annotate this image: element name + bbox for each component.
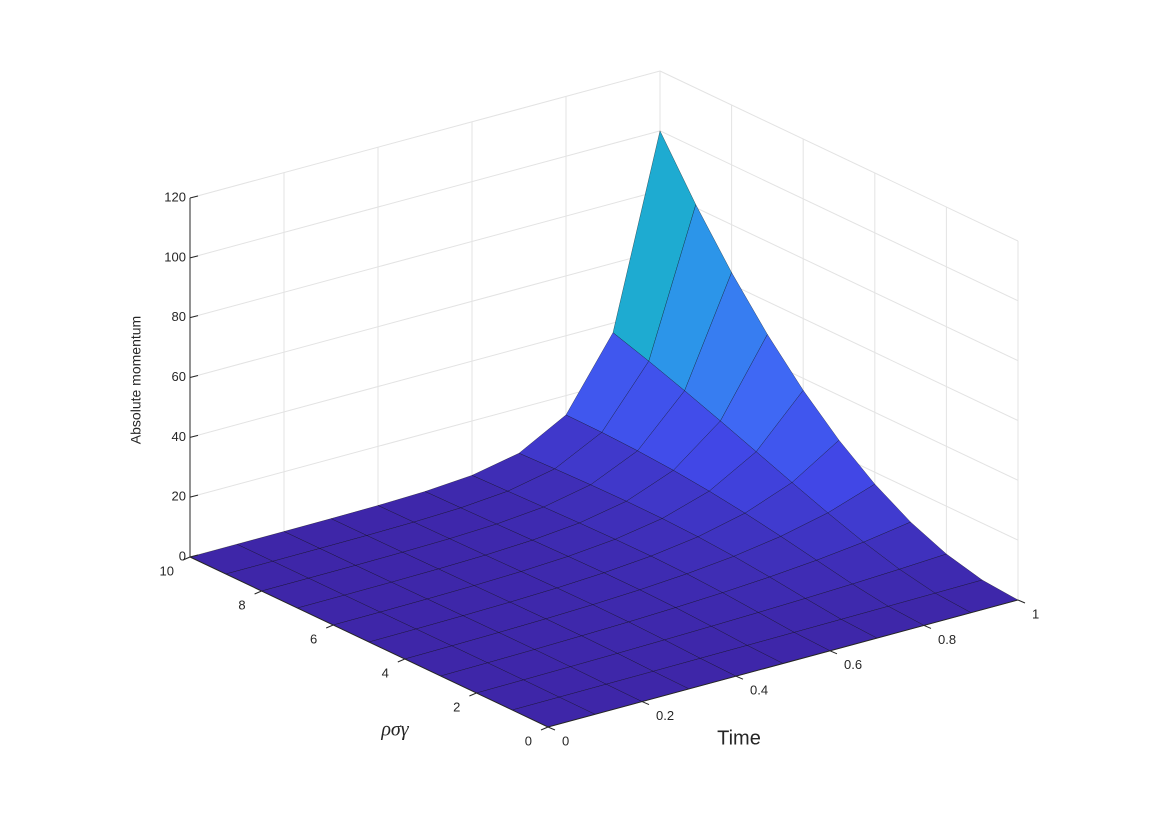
z-tick [189, 554, 199, 558]
x-tick [1017, 599, 1026, 604]
z-tick-label: 120 [164, 189, 186, 204]
grid-line [189, 190, 661, 319]
z-tick [189, 195, 199, 199]
y-tick-label: 2 [453, 699, 460, 714]
grid-line [659, 130, 1019, 302]
y-tick-label: 6 [310, 631, 317, 646]
z-tick-label: 100 [164, 249, 186, 264]
x-tick-label: 0.2 [656, 708, 674, 723]
y-tick-label: 10 [160, 563, 174, 578]
z-axis-label: Absolute momentum [128, 316, 144, 444]
y-tick [397, 658, 405, 663]
surface [189, 130, 1019, 728]
y-tick-label: 0 [525, 733, 532, 748]
y-tick-label: 4 [382, 665, 389, 680]
x-tick [923, 624, 932, 629]
grid-line [189, 250, 661, 378]
y-tick [326, 624, 334, 629]
z-tick-label: 20 [172, 489, 186, 504]
z-tick-label: 0 [179, 548, 186, 563]
x-tick [547, 726, 556, 731]
z-tick [189, 255, 199, 259]
grid-line [659, 70, 1019, 242]
y-axis-line [189, 556, 549, 728]
z-tick [189, 315, 199, 319]
x-axis-label: Time [717, 727, 761, 749]
y-tick [540, 726, 549, 731]
x-axis-line [547, 599, 1019, 728]
y-tick [469, 692, 477, 697]
x-tick-label: 1 [1032, 606, 1039, 621]
y-tick-label: 8 [238, 597, 245, 612]
y-tick [182, 556, 191, 561]
z-tick [189, 434, 199, 438]
y-axis-label: ρσγ [380, 719, 409, 741]
x-tick [735, 675, 744, 680]
z-tick-label: 80 [172, 309, 186, 324]
x-tick-label: 0.6 [844, 657, 862, 672]
grid-line [189, 130, 661, 259]
x-tick [641, 701, 650, 706]
grid-line [189, 70, 661, 199]
x-tick-label: 0.4 [750, 683, 768, 698]
z-tick [189, 494, 199, 498]
x-tick-label: 0.8 [938, 632, 956, 647]
grid-line [189, 309, 661, 438]
z-tick-label: 40 [172, 429, 186, 444]
y-tick [254, 590, 262, 595]
x-tick [829, 650, 838, 655]
z-tick-label: 60 [172, 369, 186, 384]
z-tick [189, 375, 199, 378]
grid-line [659, 190, 1019, 362]
x-tick-label: 0 [562, 733, 569, 748]
